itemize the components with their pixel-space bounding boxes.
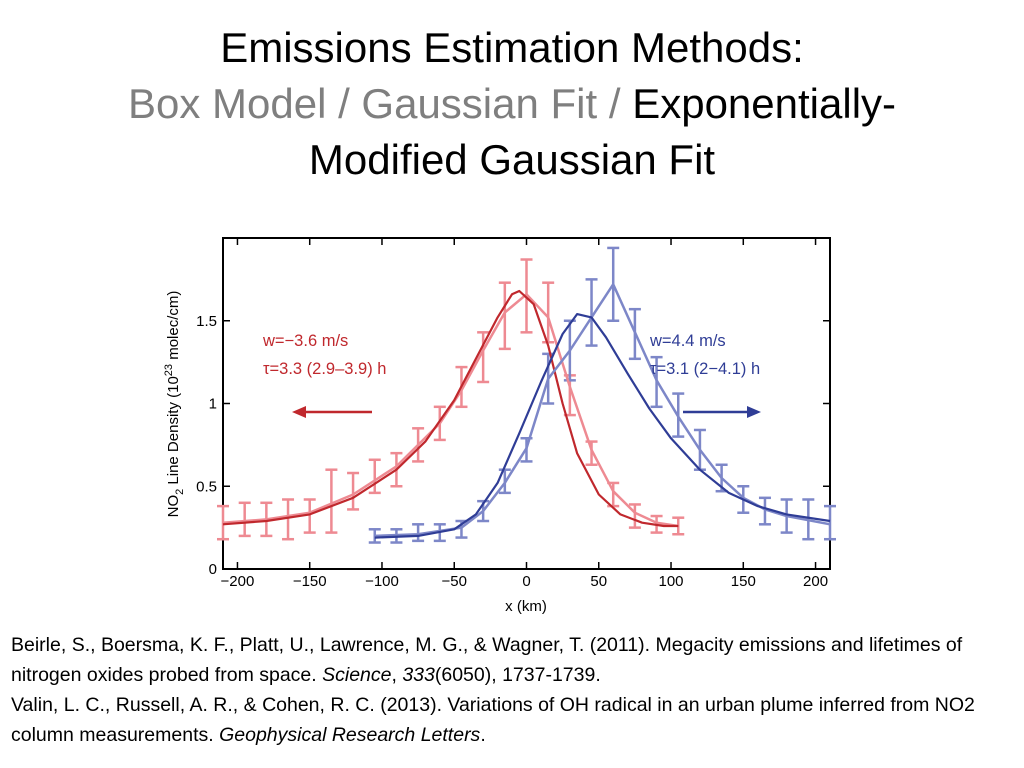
blue-error-bar: [585, 278, 598, 347]
reference-valin-2013: Valin, L. C., Russell, A. R., & Cohen, R…: [11, 690, 1016, 750]
red-fit-dark-line: [222, 289, 679, 528]
y-tick-label: 0: [209, 561, 217, 578]
red-wind-speed-label: w=−3.6 m/s: [262, 332, 348, 350]
title-line-2: Box Model / Gaussian Fit / Exponentially…: [0, 76, 1024, 132]
y-tick-label: 1: [209, 396, 217, 413]
x-tick-label: 150: [731, 573, 756, 590]
reference-beirle-2011: Beirle, S., Boersma, K. F., Platt, U., L…: [11, 630, 1016, 690]
y-tick-label: 0.5: [196, 478, 217, 495]
blue-fit-dark-line: [374, 313, 831, 539]
reference-separator: ,: [391, 664, 403, 686]
title-emg-part1: Exponentially-: [632, 80, 897, 127]
blue-lifetime-label: τ=3.1 (2−4.1) h: [650, 360, 760, 378]
blue-fit-light-line: [374, 283, 831, 538]
reference-journal: Geophysical Research Letters: [219, 724, 481, 746]
red-error-bar: [498, 281, 511, 351]
red-error-bar: [368, 458, 381, 495]
slide-title: Emissions Estimation Methods: Box Model …: [0, 20, 1024, 188]
no2-line-density-chart: −200 −150 −100 −50 0 50 100 150 200 0 0.5 1 1.5 w=−3…: [150, 228, 840, 620]
references: Beirle, S., Boersma, K. F., Platt, U., L…: [11, 630, 1016, 750]
x-tick-label: −200: [221, 573, 255, 590]
reference-pages: (6050), 1737-1739.: [434, 664, 601, 686]
blue-wind-speed-label: w=4.4 m/s: [649, 332, 726, 350]
x-tick-label: −50: [442, 573, 467, 590]
blue-wind-arrow: [683, 406, 761, 418]
y-label-sup: 23: [163, 364, 175, 376]
blue-error-bar: [824, 504, 836, 541]
x-tick-label: 100: [659, 573, 684, 590]
blue-error-bar: [412, 523, 425, 543]
x-axis-label: x (km): [505, 598, 547, 615]
title-line-3: Modified Gaussian Fit: [0, 132, 1024, 188]
reference-text: Valin, L. C., Russell, A. R., & Cohen, R…: [11, 694, 975, 746]
reference-journal: Science: [322, 664, 392, 686]
title-separator: /: [326, 80, 362, 127]
title-emg-part2: Modified Gaussian Fit: [308, 136, 716, 183]
y-tick-label: 1.5: [196, 313, 217, 330]
chart-svg: −200 −150 −100 −50 0 50 100 150 200 0 0.5 1 1.5 w=−3…: [163, 237, 836, 615]
red-wind-arrow: [292, 406, 372, 418]
red-error-bar: [585, 440, 598, 466]
blue-error-bar: [368, 528, 381, 544]
title-gaussian-fit: Gaussian Fit: [361, 80, 598, 127]
reference-volume: 333: [402, 664, 435, 686]
title-separator: /: [597, 80, 633, 127]
x-tick-label: 0: [522, 573, 530, 590]
red-error-bar: [238, 501, 251, 538]
red-error-bar: [477, 331, 490, 384]
red-error-bar: [628, 503, 641, 529]
title-main: Emissions Estimation Methods:: [220, 24, 804, 71]
reference-end: .: [480, 724, 486, 746]
x-tick-label: −150: [293, 573, 327, 590]
title-box-model: Box Model: [127, 80, 327, 127]
x-tick-label: −100: [365, 573, 399, 590]
y-label-mid: Line Density (10: [165, 376, 182, 489]
y-label-pre: NO: [165, 495, 182, 518]
title-line-1: Emissions Estimation Methods:: [0, 20, 1024, 76]
y-label-post: molec/cm): [165, 291, 182, 364]
y-label-sub: 2: [174, 489, 186, 495]
red-error-bar: [282, 498, 295, 541]
red-fit-light-line: [222, 293, 679, 528]
x-tick-label: 50: [590, 573, 607, 590]
red-error-bar: [303, 498, 316, 534]
red-lifetime-label: τ=3.3 (2.9–3.9) h: [263, 360, 386, 378]
reference-text: Beirle, S., Boersma, K. F., Platt, U., L…: [11, 634, 963, 686]
blue-error-bar: [758, 496, 771, 526]
red-error-bar: [325, 468, 338, 534]
red-error-bar: [347, 471, 360, 511]
x-tick-label: 200: [803, 573, 828, 590]
y-axis-label: NO2 Line Density (1023 molec/cm): [163, 291, 186, 518]
